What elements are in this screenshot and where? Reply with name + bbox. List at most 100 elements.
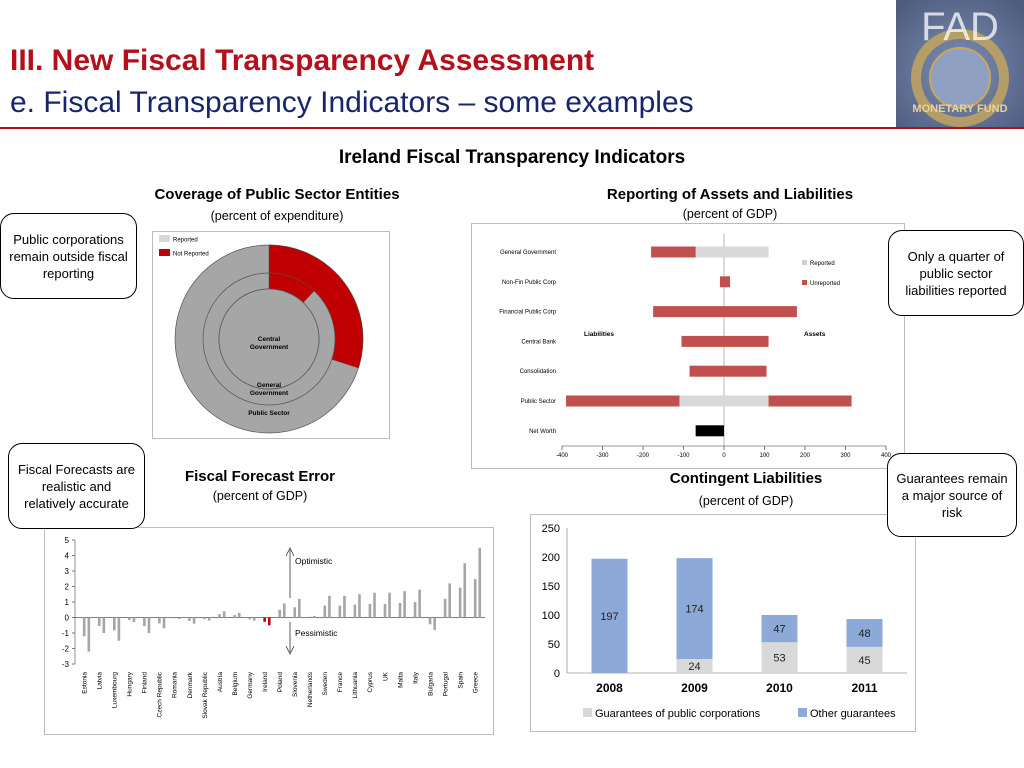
- net-worth-bar: [695, 425, 724, 437]
- category-label-central-bank: Central Bank: [521, 339, 557, 345]
- error-bar-netherlands: [313, 615, 316, 618]
- fad-logo: FAD MONETARY FUND: [896, 0, 1024, 127]
- category-label-financial-public-corp: Financial Public Corp: [499, 310, 556, 316]
- other-guarantees-bar-2010: [761, 615, 798, 643]
- x-tick-label: 300: [840, 453, 851, 459]
- data-label-other-guarantees-2008: 197: [600, 611, 618, 623]
- error-bar-hungary: [132, 617, 136, 623]
- country-label-slovenia: Slovenia: [292, 672, 299, 697]
- y-tick-label: 1: [65, 598, 70, 607]
- error-bar-sweden: [323, 605, 327, 618]
- error-bar-france: [338, 605, 342, 618]
- legend-swatch-reported: [159, 235, 170, 242]
- data-label-other-guarantees-2011: 48: [858, 628, 870, 640]
- error-bar-bulgaria: [433, 617, 436, 630]
- callout-fiscal-forecasts: Fiscal Forecasts are realistic and relat…: [8, 443, 145, 529]
- error-bar-belgium: [237, 612, 241, 618]
- annotation-liabilities: Liabilities: [584, 331, 614, 338]
- error-bar-poland: [278, 609, 281, 618]
- error-bar-bulgaria: [428, 617, 432, 625]
- data-label-guarantees-of-public-corporations-2011: 45: [858, 655, 870, 667]
- country-label-finland: Finland: [142, 672, 149, 694]
- category-label-2009: 2009: [681, 681, 708, 695]
- guarantees-of-public-corporations-bar-2010: [761, 642, 798, 673]
- error-bar-romania: [177, 617, 181, 620]
- error-bar-hungary: [128, 617, 131, 621]
- error-bar-lithuania: [358, 594, 361, 618]
- x-tick-label: -400: [556, 453, 569, 459]
- legend-label-guarantees-of-public-corporations: Guarantees of public corporations: [595, 708, 761, 720]
- data-label-guarantees-of-public-corporations-2010: 53: [773, 653, 785, 665]
- logo-text: FAD: [921, 5, 999, 49]
- other-guarantees-bar-2011: [846, 619, 883, 647]
- error-bar-poland: [283, 603, 286, 618]
- error-bar-slovenia: [298, 598, 301, 618]
- country-label-germany: Germany: [247, 671, 254, 698]
- contingent-chart-subtitle: (percent of GDP): [698, 494, 794, 508]
- category-label-consolidation: Consolidation: [520, 369, 556, 375]
- country-label-italy: Italy: [412, 671, 419, 684]
- error-bar-finland: [143, 617, 146, 627]
- error-bar-estonia: [87, 617, 91, 652]
- annotation-optimistic: Optimistic: [295, 556, 333, 566]
- y-tick-label: 0: [554, 668, 560, 680]
- category-label-net-worth: Net Worth: [529, 429, 556, 435]
- country-label-ireland: Ireland: [262, 672, 269, 692]
- country-label-lithuania: Lithuania: [352, 672, 359, 699]
- unreported-bar-central-bank: [681, 335, 769, 347]
- error-bar-ireland: [267, 617, 271, 626]
- legend-swatch-reported: [802, 260, 807, 265]
- category-label-2010: 2010: [766, 681, 793, 695]
- category-label-non-fin-public-corp: Non-Fin Public Corp: [502, 280, 557, 286]
- unreported-bar-public-sector: [566, 395, 680, 407]
- callout-public-corporations: Public corporations remain outside fisca…: [0, 213, 137, 299]
- legend-swatch-other-guarantees: [798, 708, 807, 717]
- y-tick-label: -3: [62, 660, 70, 669]
- assets-chart-title: Reporting of Assets and Liabilities: [606, 186, 854, 203]
- slide-subtitle: e. Fiscal Transparency Indicators – some…: [10, 86, 694, 119]
- y-tick-label: 4: [65, 552, 70, 561]
- country-label-hungary: Hungary: [127, 671, 134, 696]
- country-label-france: France: [337, 672, 344, 693]
- country-label-cyprus: Cyprus: [367, 671, 374, 692]
- error-bar-greece: [478, 547, 482, 618]
- country-label-portugal: Portugal: [442, 671, 449, 696]
- other-guarantees-bar-2009: [676, 558, 713, 660]
- callout-guarantees: Guarantees remain a major source of risk: [887, 453, 1017, 537]
- contingent-chart-title: Contingent Liabilities: [669, 470, 823, 487]
- x-tick-label: 400: [881, 453, 892, 459]
- data-label-guarantees-of-public-corporations-2009: 24: [688, 661, 700, 673]
- error-bar-luxembourg: [112, 617, 116, 631]
- country-label-uk: UK: [382, 671, 389, 681]
- x-tick-label: 100: [759, 453, 770, 459]
- error-bar-malta: [403, 591, 406, 618]
- header-divider: [0, 127, 1024, 129]
- error-bar-italy: [413, 602, 417, 618]
- error-bar-germany: [248, 617, 251, 620]
- ring-label-central-government: Central Government: [250, 336, 289, 351]
- error-bar-luxembourg: [117, 617, 121, 641]
- legend-swatch-unreported: [802, 280, 807, 285]
- country-label-bulgaria: Bulgaria: [427, 672, 434, 696]
- category-label-2008: 2008: [596, 681, 623, 695]
- forecast-chart: -3 -2 -1 0 1 2 3 4 5 Estonia Latvia Luxembourg Hunga…: [44, 527, 494, 735]
- coverage-chart-subtitle: (percent of expenditure): [210, 209, 344, 223]
- callout-quarter-liabilities: Only a quarter of public sector liabilit…: [888, 230, 1024, 316]
- error-bar-denmark: [192, 617, 196, 624]
- error-bar-austria: [222, 611, 226, 618]
- x-tick-label: 200: [800, 453, 811, 459]
- y-tick-label: 50: [548, 639, 560, 651]
- y-tick-label: 3: [65, 567, 70, 576]
- country-label-malta: Malta: [397, 672, 404, 688]
- error-bar-greece: [473, 579, 477, 618]
- ring-label-public-sector: Public Sector: [248, 410, 290, 417]
- guarantees-of-public-corporations-bar-2011: [846, 646, 883, 673]
- error-bar-czech-republic: [158, 617, 161, 624]
- country-label-latvia: Latvia: [97, 672, 104, 690]
- country-label-romania: Romania: [172, 672, 179, 698]
- error-bar-spain: [463, 563, 467, 618]
- category-label-2011: 2011: [851, 681, 877, 695]
- logo-ring-text: MONETARY FUND: [912, 103, 1007, 115]
- y-tick-label: -1: [62, 629, 70, 638]
- error-bar-sweden: [328, 595, 331, 618]
